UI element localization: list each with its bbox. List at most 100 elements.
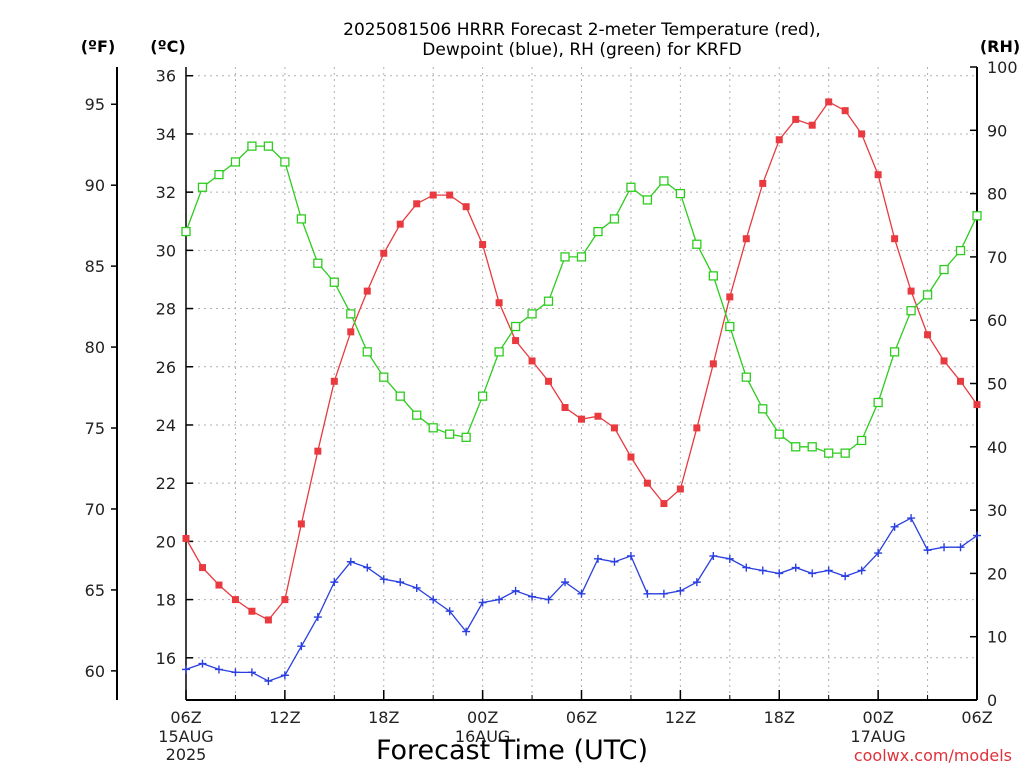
x-tick-label: 00Z [467,708,498,727]
rh-tick-label: 0 [987,691,997,710]
rh-tick-label: 80 [987,185,1007,204]
x-axis-label: Forecast Time (UTC) [376,735,648,766]
dewpoint-point [346,557,355,566]
temperature-point [643,479,651,487]
x-tick-date-label: 16AUG [455,727,510,746]
rh-tick-label: 10 [987,628,1007,647]
x-tick-label: 18Z [764,708,795,727]
temperature-point [413,200,421,208]
temperature-point [446,191,454,199]
dewpoint-point [692,578,701,587]
chart-title-line2: Dewpoint (blue), RH (green) for KRFD [422,40,741,60]
rh-point [197,182,208,192]
dewpoint-point [182,665,190,674]
rh-point [758,404,768,414]
dewpoint-point [495,595,504,604]
temperature-point [660,500,668,508]
dewpoint-point [725,554,734,563]
rh-point [873,397,883,408]
dewpoint-point [643,589,652,598]
dewpoint-point [709,551,718,560]
rh-tick-label: 30 [987,501,1007,520]
celsius-tick-label: 26 [156,358,176,377]
rh-point [329,277,339,287]
celsius-unit-label: (ºC) [150,37,185,56]
rh-point [692,239,702,249]
fahrenheit-tick-label: 90 [85,176,105,195]
dewpoint-point [429,595,438,604]
temperature-point [627,453,635,461]
dewpoint-point [676,586,685,595]
grid-lines [186,67,977,700]
rh-point [972,211,982,221]
rh-point [560,252,570,262]
rh-point [510,321,521,332]
rh-point [626,182,636,192]
celsius-tick-label: 24 [156,416,176,435]
axes [111,66,978,701]
x-tick-label: 06Z [170,708,201,727]
temperature-point [264,616,272,624]
celsius-tick-label: 28 [156,300,176,319]
temperature-point [396,220,404,228]
dewpoint-point [907,514,916,523]
rh-tick-label: 20 [987,564,1007,583]
rh-point [824,448,834,458]
x-tick-label: 00Z [862,708,893,727]
dewpoint-point [956,543,965,552]
temperature-point [182,534,190,542]
fahrenheit-tick-label: 60 [85,662,105,681]
celsius-tick-label: 34 [156,125,176,144]
rh-point [395,391,405,401]
dewpoint-point [808,569,817,578]
temperature-point [314,447,322,455]
dewpoint-point [412,583,421,592]
temperature-point [610,424,618,432]
rh-point [791,442,801,452]
x-tick-label: 18Z [368,708,399,727]
dewpoint-point [940,543,949,552]
temperature-point [248,607,256,615]
temperature-point [231,596,239,604]
dewpoint-point [758,566,767,575]
rh-point [214,169,224,180]
rh-point [609,214,620,224]
temperature-point [215,581,223,589]
temperature-point [380,249,388,257]
fahrenheit-tick-label: 70 [85,500,105,519]
dewpoint-point [791,563,800,572]
dewpoint-point [742,563,751,572]
dewpoint-point [313,613,322,622]
dewpoint-point [890,522,899,531]
fahrenheit-tick-label: 75 [85,419,105,438]
dewpoint-point [396,578,405,587]
chart-title-line1: 2025081506 HRRR Forecast 2-meter Tempera… [343,20,821,40]
rh-point [675,188,686,199]
dewpoint-point [214,665,223,674]
rh-tick-label: 40 [987,438,1007,457]
temperature-point [330,377,338,385]
dewpoint-point [659,589,668,598]
dewpoint-point [857,566,866,575]
dewpoint-point [198,659,207,668]
rh-point [346,309,356,319]
fahrenheit-tick-label: 80 [85,338,105,357]
rh-point [477,391,488,401]
rh-point [774,429,784,439]
dewpoint-point [561,578,570,587]
rh-point [412,410,422,420]
rh-point [428,423,438,433]
temperature-point [907,287,915,295]
rh-point [543,296,554,306]
fahrenheit-tick-label: 65 [85,581,105,600]
temperature-point [759,179,767,187]
rh-unit-label: (RH) [980,37,1020,56]
rh-point [840,448,850,458]
dewpoint-point [478,598,487,607]
rh-point [527,309,537,319]
temperature-point [709,360,717,368]
rh-point [280,157,290,167]
temperature-point [775,136,783,144]
celsius-tick-label: 18 [156,591,176,610]
